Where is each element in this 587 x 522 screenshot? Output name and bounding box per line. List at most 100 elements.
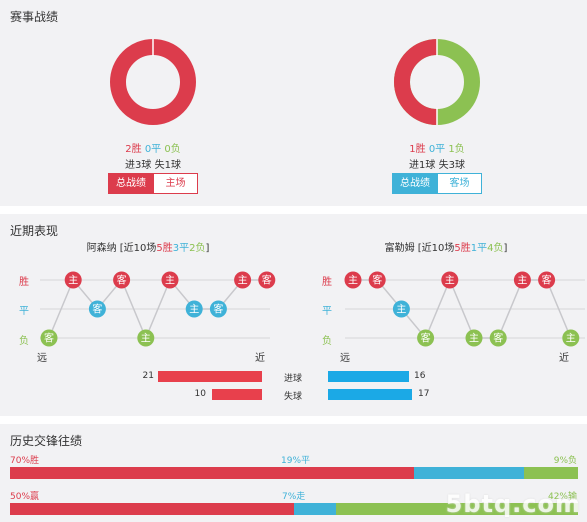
home-form-match-venue: 主 xyxy=(189,304,199,316)
away-venue-button[interactable]: 客场 xyxy=(437,173,482,194)
scored-label: 进球 xyxy=(284,374,303,384)
away-form-match-dot xyxy=(368,271,386,289)
away-form-match-dot xyxy=(392,300,410,318)
home-form-match-dot xyxy=(234,271,252,289)
home-row-label-win: 胜 xyxy=(19,277,29,288)
away-form-match-venue: 主 xyxy=(517,275,527,287)
h2h-loss-bar xyxy=(524,467,578,479)
home-form-match-dot xyxy=(209,300,227,318)
home-venue-button[interactable]: 主场 xyxy=(153,173,198,194)
away-form-match-venue: 主 xyxy=(445,275,455,287)
away-form-match-venue: 主 xyxy=(469,333,479,345)
away-row-label-win: 胜 xyxy=(322,277,332,288)
away-near-label: 近 xyxy=(559,353,569,364)
conceded-label: 失球 xyxy=(284,392,303,402)
home-form-header: 阿森纳 [近10场5胜3平2负] xyxy=(86,243,210,254)
h2h-handicap-push-bar xyxy=(294,503,336,515)
away-form-match-node[interactable]: 主 xyxy=(562,329,580,347)
home-form-match-node[interactable]: 客 xyxy=(113,271,131,289)
home-goals: 进3球 失1球 xyxy=(125,160,181,171)
home-wins: 2胜 xyxy=(125,144,142,155)
away-form-match-dot xyxy=(562,329,580,347)
away-form-match-node[interactable]: 客 xyxy=(538,271,556,289)
home-form-match-node[interactable]: 主 xyxy=(137,329,155,347)
away-form-match-venue: 客 xyxy=(493,332,503,345)
home-losses: 0负 xyxy=(164,144,181,155)
home-form-match-venue: 主 xyxy=(141,333,151,345)
away-form-match-dot xyxy=(489,329,507,347)
away-form-header: 富勒姆 [近10场5胜1平4负] xyxy=(384,243,508,254)
away-form-match-node[interactable]: 主 xyxy=(441,271,459,289)
home-form-match-dot xyxy=(40,329,58,347)
home-form-match-node[interactable]: 主 xyxy=(185,300,203,318)
home-form-trend-line xyxy=(48,278,267,340)
h2h-handicap-lose-pct: 42%输 xyxy=(547,492,577,502)
away-form-match-node[interactable]: 客 xyxy=(417,329,435,347)
away-form-match-dot xyxy=(465,329,483,347)
home-scored-bar xyxy=(158,371,262,382)
home-form-match-node[interactable]: 客 xyxy=(40,329,58,347)
h2h-draw-pct: 19%平 xyxy=(281,456,311,466)
away-form-match-venue: 客 xyxy=(421,332,431,345)
away-donut-chart xyxy=(394,39,480,125)
home-far-label: 远 xyxy=(37,353,47,364)
home-form-match-venue: 客 xyxy=(92,303,102,316)
home-form-match-node[interactable]: 客 xyxy=(209,300,227,318)
home-form-match-venue: 客 xyxy=(213,303,223,316)
home-form-match-node[interactable]: 客 xyxy=(88,300,106,318)
home-scored-value: 21 xyxy=(142,371,154,381)
home-form-match-venue: 主 xyxy=(68,275,78,287)
away-row-label-draw: 平 xyxy=(322,306,332,317)
h2h-handicap-lose-bar xyxy=(336,503,578,515)
home-form-match-dot xyxy=(113,271,131,289)
home-form-match-dot xyxy=(88,300,106,318)
section-title-h2h: 历史交锋往绩 xyxy=(10,434,83,448)
home-conceded-bar xyxy=(212,389,262,400)
away-form-match-venue: 客 xyxy=(542,274,552,287)
h2h-handicap-win-pct: 50%赢 xyxy=(10,492,40,502)
away-form-match-node[interactable]: 客 xyxy=(368,271,386,289)
h2h-loss-pct: 9%负 xyxy=(553,456,577,466)
h2h-draw-bar xyxy=(414,467,524,479)
home-conceded-value: 10 xyxy=(194,389,206,399)
home-total-record-button[interactable]: 总战绩 xyxy=(108,173,154,194)
h2h-handicap-push-pct: 7%走 xyxy=(282,492,306,502)
away-form-trend-line xyxy=(353,278,572,340)
away-form-chart: 主客主客主主 客主 客主 xyxy=(344,271,585,347)
away-conceded-bar xyxy=(328,389,412,400)
recent-form-panel: 近期表现 阿森纳 [近10场5胜3平2负] 富勒姆 [近10场5胜1平4负] 胜… xyxy=(0,214,587,416)
away-form-match-dot xyxy=(513,271,531,289)
home-form-match-dot xyxy=(64,271,82,289)
h2h-handicap-win-bar xyxy=(10,503,294,515)
section-title-summary: 赛事战绩 xyxy=(10,10,59,24)
home-near-label: 近 xyxy=(255,353,265,364)
away-form-match-dot xyxy=(538,271,556,289)
away-donut-win-arc xyxy=(394,39,438,125)
home-form-match-node[interactable]: 主 xyxy=(234,271,252,289)
away-total-record-button[interactable]: 总战绩 xyxy=(392,173,438,194)
home-donut-chart xyxy=(110,39,196,125)
away-form-match-node[interactable]: 主 xyxy=(465,329,483,347)
away-form-match-node[interactable]: 主 xyxy=(513,271,531,289)
h2h-win-pct: 70%胜 xyxy=(10,456,40,466)
away-form-match-venue: 主 xyxy=(566,333,576,345)
home-row-label-draw: 平 xyxy=(19,306,29,317)
away-draws: 0平 xyxy=(428,144,446,155)
home-form-match-dot xyxy=(258,271,276,289)
home-form-match-venue: 客 xyxy=(44,332,54,345)
away-form-match-node[interactable]: 主 xyxy=(344,271,362,289)
home-form-match-node[interactable]: 主 xyxy=(161,271,179,289)
away-form-match-node[interactable]: 主 xyxy=(392,300,410,318)
home-form-match-node[interactable]: 主 xyxy=(64,271,82,289)
away-team-name: 富勒姆 xyxy=(384,243,415,254)
away-scored-bar xyxy=(328,371,409,382)
home-donut-win-arc xyxy=(110,39,196,125)
home-form-match-venue: 客 xyxy=(117,274,127,287)
away-form-match-venue: 主 xyxy=(348,275,358,287)
home-form-match-node[interactable]: 客 xyxy=(258,271,276,289)
home-record: 2胜 0平 0负 xyxy=(103,140,203,155)
section-title-recent: 近期表现 xyxy=(10,224,59,238)
home-form-match-dot xyxy=(185,300,203,318)
away-form-match-node[interactable]: 客 xyxy=(489,329,507,347)
h2h-win-bar xyxy=(10,467,414,479)
